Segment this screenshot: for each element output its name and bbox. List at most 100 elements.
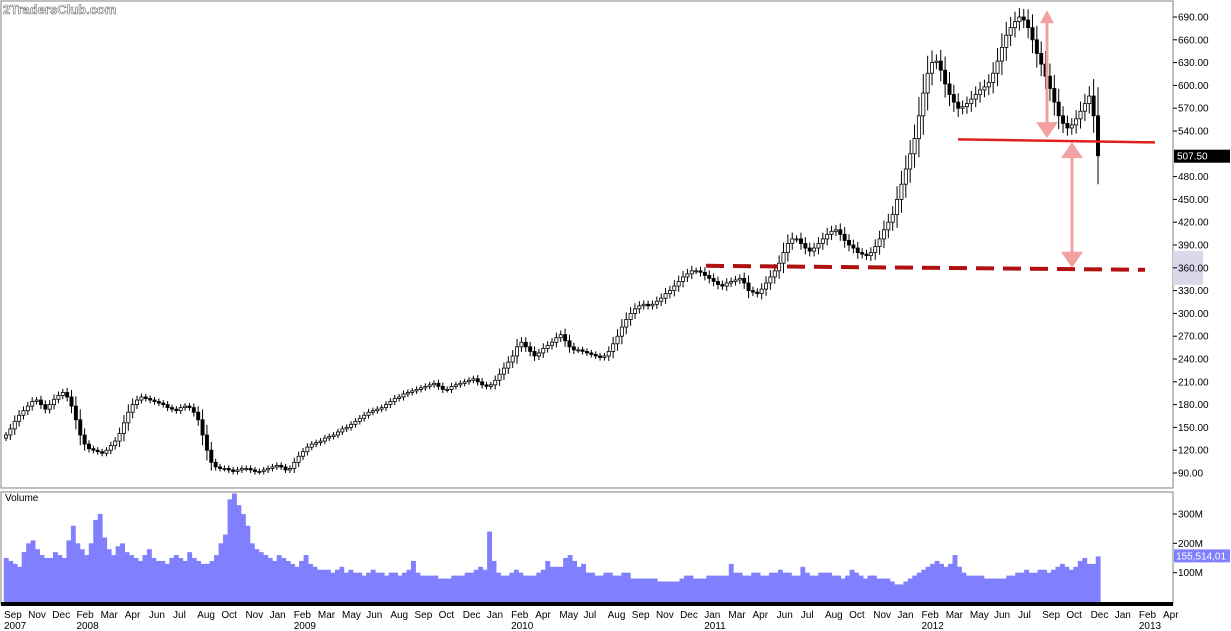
x-month-label: Mar — [101, 610, 119, 621]
candle-body — [750, 290, 755, 293]
volume-bar — [397, 575, 403, 602]
y-tick-label: 330.00 — [1178, 286, 1209, 297]
volume-bar — [281, 558, 287, 602]
volume-bar — [487, 531, 492, 602]
candle-body — [951, 94, 956, 103]
candle-body — [938, 60, 943, 71]
candle-body — [331, 434, 336, 437]
volume-bar — [352, 572, 358, 602]
measure-arrow-tail-head — [1040, 10, 1054, 24]
candle-body — [825, 233, 830, 240]
volume-bar — [442, 578, 448, 602]
volume-bar — [361, 575, 367, 602]
volume-bar — [684, 575, 689, 602]
candle-body — [646, 303, 651, 307]
candle-body — [576, 349, 581, 352]
candle-body — [964, 103, 969, 108]
candle-body — [100, 451, 105, 454]
candle-body — [488, 384, 493, 387]
candle-body — [453, 384, 458, 387]
volume-tick-label: 300M — [1178, 510, 1203, 521]
candle-body — [384, 404, 388, 409]
candle-body — [1074, 118, 1079, 126]
candle-body — [126, 411, 131, 424]
candle-body — [799, 238, 803, 244]
volume-bar — [800, 566, 806, 602]
candle-body — [392, 398, 397, 402]
volume-bar — [545, 560, 551, 602]
volume-bar — [809, 575, 815, 602]
volume-bar — [339, 566, 345, 602]
candle-body — [580, 349, 585, 352]
volume-bar — [970, 575, 976, 602]
volume-bar — [102, 537, 108, 602]
volume-bar — [79, 549, 85, 602]
volume-bar — [178, 558, 184, 602]
candle-body — [165, 404, 170, 409]
candle-body — [427, 384, 432, 387]
candle-body — [78, 419, 83, 436]
candle-body — [401, 393, 406, 398]
candle-body — [82, 434, 87, 445]
volume-bar — [26, 543, 32, 602]
candle-body — [737, 278, 742, 281]
candle-body — [960, 106, 965, 109]
candle-body — [510, 355, 515, 363]
x-month-label: Jan — [1115, 610, 1131, 621]
candle-body — [130, 404, 135, 413]
candle-body — [1047, 75, 1052, 89]
volume-bar — [57, 555, 63, 602]
volume-bar — [285, 560, 291, 602]
candle-body — [65, 392, 70, 398]
candle-body — [1061, 115, 1066, 124]
candle-body — [56, 395, 61, 400]
x-month-label: Oct — [221, 610, 237, 621]
candle-body — [641, 303, 646, 307]
candle-body — [305, 446, 310, 453]
volume-bar — [52, 552, 58, 602]
candle-body — [868, 252, 873, 257]
volume-bar — [30, 540, 36, 602]
volume-bar — [384, 575, 390, 602]
candle-body — [226, 468, 231, 471]
y-tick-label: 660.00 — [1178, 35, 1209, 46]
volume-bar — [191, 558, 197, 602]
candle-body — [462, 381, 467, 384]
candle-body — [362, 414, 367, 419]
candle-body — [152, 399, 157, 402]
candle-body — [589, 352, 594, 355]
volume-bar — [3, 558, 9, 602]
candle-body — [1091, 95, 1096, 117]
candle-body — [25, 405, 30, 412]
x-month-label: Feb — [76, 610, 94, 621]
candle-body — [716, 281, 720, 285]
candle-body — [563, 334, 568, 342]
candle-body — [257, 471, 262, 473]
candle-body — [982, 86, 987, 91]
candle-body — [519, 341, 524, 348]
volume-bar — [657, 581, 663, 602]
volume-bar — [1051, 569, 1056, 602]
candle-body — [790, 238, 795, 244]
x-year-label: 2009 — [294, 621, 317, 631]
volume-bar — [138, 560, 143, 602]
volume-bar — [93, 519, 99, 602]
candle-body — [908, 153, 913, 170]
volume-bar — [939, 563, 944, 602]
candle-body — [816, 243, 821, 249]
support-dashed-line — [705, 263, 1146, 272]
volume-bar — [876, 578, 882, 602]
x-month-label: Jun — [149, 610, 165, 621]
x-month-label: Jul — [1018, 610, 1031, 621]
volume-bar — [607, 572, 613, 602]
x-month-label: Jan — [487, 610, 503, 621]
volume-bar — [491, 560, 497, 602]
x-month-label: Aug — [390, 610, 408, 621]
volume-bar — [706, 575, 712, 602]
x-month-label: Jan — [704, 610, 720, 621]
volume-bar — [527, 575, 533, 602]
volume-bar — [563, 558, 569, 602]
candle-body — [663, 293, 668, 299]
candle-body — [864, 253, 869, 257]
candle-body — [921, 92, 926, 117]
